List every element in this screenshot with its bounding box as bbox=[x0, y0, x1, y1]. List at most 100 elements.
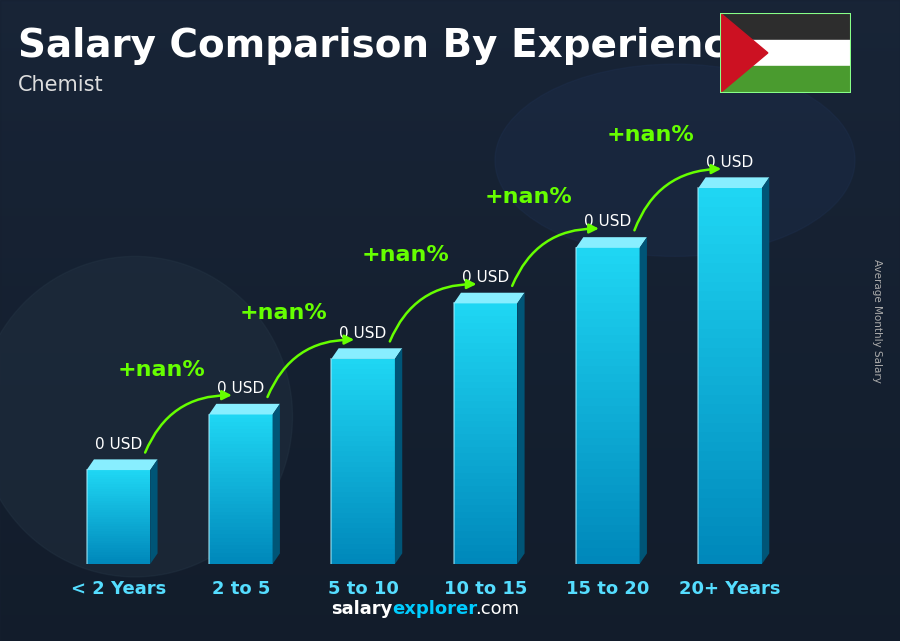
Bar bbox=[86, 493, 150, 496]
Bar bbox=[331, 543, 395, 549]
Bar bbox=[86, 470, 150, 472]
Bar bbox=[331, 522, 395, 528]
Bar bbox=[209, 474, 273, 478]
Bar bbox=[454, 492, 518, 499]
Bar bbox=[331, 507, 395, 513]
Bar bbox=[209, 534, 273, 538]
Text: Chemist: Chemist bbox=[18, 75, 104, 95]
Bar bbox=[209, 478, 273, 482]
Polygon shape bbox=[640, 237, 647, 564]
Bar bbox=[86, 562, 150, 564]
Bar bbox=[209, 492, 273, 497]
Bar bbox=[698, 206, 762, 216]
Ellipse shape bbox=[495, 64, 855, 256]
Bar bbox=[698, 545, 762, 554]
Bar bbox=[454, 479, 518, 486]
Bar bbox=[86, 524, 150, 526]
Text: +nan%: +nan% bbox=[117, 360, 205, 380]
Bar bbox=[331, 533, 395, 538]
Bar bbox=[331, 384, 395, 390]
Bar bbox=[86, 505, 150, 508]
Bar bbox=[331, 461, 395, 467]
Bar bbox=[698, 470, 762, 479]
Bar bbox=[331, 487, 395, 492]
Bar bbox=[454, 505, 518, 512]
Bar bbox=[209, 440, 273, 444]
Polygon shape bbox=[518, 293, 525, 564]
Bar bbox=[576, 382, 640, 390]
Bar bbox=[576, 453, 640, 462]
Bar bbox=[331, 389, 395, 395]
Bar bbox=[454, 303, 518, 310]
Bar bbox=[331, 379, 395, 385]
Bar bbox=[698, 253, 762, 263]
Bar bbox=[209, 414, 273, 419]
Bar bbox=[576, 279, 640, 287]
Bar bbox=[576, 421, 640, 429]
Bar bbox=[454, 355, 518, 362]
Bar bbox=[86, 472, 150, 475]
Bar bbox=[331, 481, 395, 487]
Bar bbox=[86, 507, 150, 510]
Bar bbox=[209, 422, 273, 426]
Bar bbox=[576, 492, 640, 501]
Bar bbox=[454, 427, 518, 434]
Bar bbox=[331, 445, 395, 451]
Bar bbox=[576, 406, 640, 414]
Bar bbox=[576, 311, 640, 319]
Text: 0 USD: 0 USD bbox=[584, 215, 632, 229]
Bar bbox=[576, 326, 640, 335]
Bar bbox=[698, 197, 762, 207]
Polygon shape bbox=[150, 460, 158, 564]
Bar bbox=[698, 488, 762, 498]
Bar bbox=[209, 418, 273, 422]
Bar bbox=[86, 488, 150, 491]
Bar bbox=[86, 500, 150, 503]
Bar bbox=[86, 498, 150, 501]
Bar bbox=[454, 518, 518, 525]
Bar bbox=[86, 531, 150, 533]
Ellipse shape bbox=[0, 256, 292, 577]
Bar bbox=[698, 188, 762, 197]
Bar bbox=[209, 463, 273, 467]
Bar bbox=[331, 374, 395, 379]
Bar bbox=[209, 459, 273, 463]
Bar bbox=[331, 548, 395, 554]
Bar bbox=[698, 319, 762, 329]
Bar bbox=[331, 425, 395, 431]
Bar bbox=[698, 460, 762, 470]
Bar bbox=[454, 362, 518, 369]
Bar bbox=[331, 517, 395, 523]
Bar bbox=[454, 388, 518, 395]
Bar bbox=[209, 515, 273, 519]
Bar bbox=[209, 467, 273, 470]
Bar bbox=[331, 512, 395, 518]
Bar bbox=[331, 538, 395, 544]
Bar bbox=[576, 247, 640, 256]
Polygon shape bbox=[454, 293, 525, 303]
Bar bbox=[209, 512, 273, 515]
Bar bbox=[454, 349, 518, 356]
Bar bbox=[86, 517, 150, 519]
Bar bbox=[86, 559, 150, 562]
Bar bbox=[576, 350, 640, 358]
Text: Salary Comparison By Experience: Salary Comparison By Experience bbox=[18, 27, 752, 65]
Bar bbox=[576, 516, 640, 524]
Bar bbox=[698, 366, 762, 376]
Polygon shape bbox=[209, 404, 280, 415]
Bar bbox=[86, 528, 150, 531]
Bar bbox=[454, 420, 518, 428]
Bar bbox=[209, 500, 273, 504]
Text: +nan%: +nan% bbox=[484, 187, 572, 207]
Bar bbox=[454, 336, 518, 342]
Bar bbox=[209, 437, 273, 441]
Bar bbox=[576, 271, 640, 279]
Bar bbox=[86, 495, 150, 498]
Bar bbox=[576, 342, 640, 351]
Bar bbox=[698, 272, 762, 282]
Bar bbox=[454, 310, 518, 317]
Bar bbox=[454, 524, 518, 531]
Bar bbox=[576, 374, 640, 382]
Bar bbox=[209, 526, 273, 531]
Bar bbox=[698, 338, 762, 348]
